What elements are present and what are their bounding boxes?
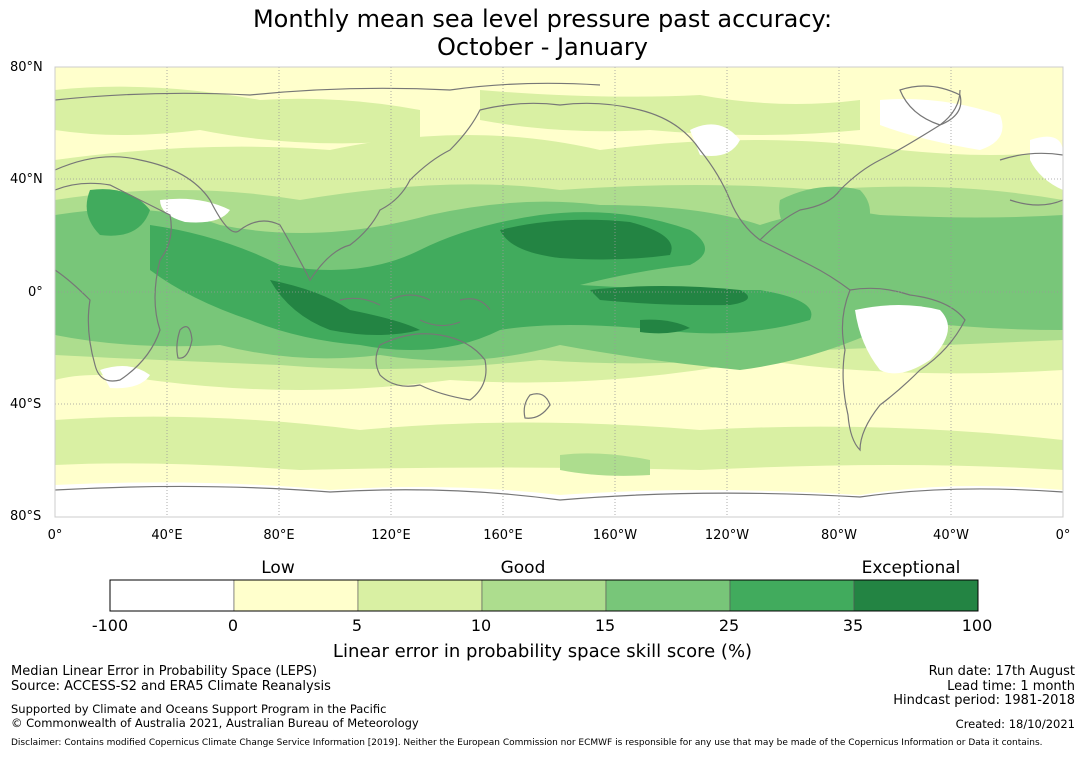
colorbar-segment [109,579,235,612]
colorbar-category-good: Good [500,558,546,578]
lon-label-40e: 40°E [151,528,183,543]
lon-label-80w: 80°W [821,528,857,543]
colorbar-segment [233,579,359,612]
colorbar-tick: 15 [594,616,616,635]
footer-lead-time: Lead time: 1 month [947,679,1075,694]
coastline-africa [55,182,172,382]
map-title-line2: October - January [437,33,648,61]
colorbar-tick: 100 [961,616,993,635]
coastline-north-america [639,89,961,291]
lon-label-0-right: 0° [1055,528,1071,543]
coastline-australia [375,333,487,401]
lat-label-80s: 80°S [10,509,42,524]
coastline-madagascar [176,326,193,359]
colorbar-segment [605,579,731,612]
coastline-europe [999,152,1063,206]
colorbar-title: Linear error in probability space skill … [332,641,753,662]
lat-label-0: 0° [28,285,43,300]
footer-copyright: © Commonwealth of Australia 2021, Austra… [11,716,419,730]
gridlines [55,67,1063,517]
lat-label-40n: 40°N [10,172,43,187]
colorbar-category-low: Low [261,558,295,578]
colorbar-segment [357,579,483,612]
lon-label-160e: 160°E [483,528,523,543]
colorbar-tick: 25 [718,616,740,635]
coastlines [55,82,1063,501]
footer-run-date: Run date: 17th August [928,664,1075,679]
field-35-100 [270,219,748,335]
map-title-line1: Monthly mean sea level pressure past acc… [252,5,833,33]
lon-label-0: 0° [47,528,63,543]
colorbar-tick: 0 [227,616,239,635]
footer-hindcast-period: Hindcast period: 1981-2018 [893,693,1075,708]
lon-label-120w: 120°W [704,528,750,543]
coastline-north-eurasia [55,82,601,101]
colorbar-category-exceptional: Exceptional [861,558,961,578]
coastline-eurasia [55,102,641,282]
colorbar-tick: 35 [842,616,864,635]
colorbar-segment [853,579,979,612]
colorbar-tick: -100 [91,616,129,635]
coastline-new-zealand [523,393,551,419]
colorbar-tick: 5 [351,616,363,635]
footer-created: Created: 18/10/2021 [955,717,1075,731]
coastline-south-america [841,287,966,452]
coastline-antarctica [55,485,1063,501]
colorbar-segment [481,579,607,612]
colorbar [109,579,979,612]
coastline-maritime-se-asia [339,294,491,327]
footer-leps-label: Median Linear Error in Probability Space… [11,664,318,679]
coastline-greenland [899,85,962,126]
lon-label-40w: 40°W [933,528,969,543]
lat-label-80n: 80°N [10,60,43,75]
footer-support: Supported by Climate and Oceans Support … [11,702,387,716]
footer-disclaimer: Disclaimer: Contains modified Copernicus… [11,738,1043,748]
lon-label-160w: 160°W [592,528,638,543]
colorbar-tick: 10 [470,616,492,635]
colorbar-outline [109,579,979,612]
lat-label-40s: 40°S [10,397,42,412]
lon-label-120e: 120°E [371,528,411,543]
footer-source: Source: ACCESS-S2 and ERA5 Climate Reana… [11,679,331,694]
lon-label-80e: 80°E [263,528,295,543]
colorbar-segment [729,579,855,612]
map-frame [54,66,1064,518]
